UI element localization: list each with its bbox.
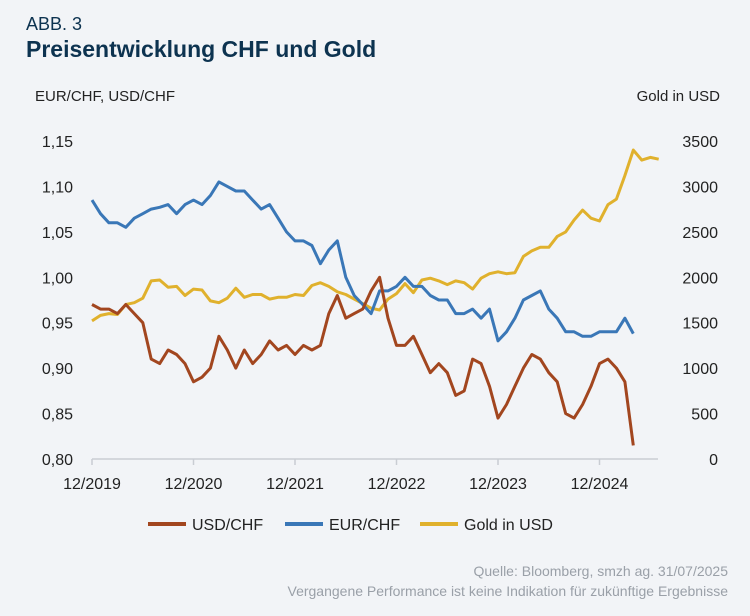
y-tick-left: 0,90	[42, 361, 73, 378]
y-tick-right: 1000	[682, 361, 718, 378]
source-note: Quelle: Bloomberg, smzh ag. 31/07/2025	[474, 563, 729, 579]
x-tick-label: 12/2019	[63, 476, 121, 493]
series-line-usd-chf	[91, 275, 635, 446]
y-tick-left: 1,00	[42, 270, 73, 287]
y-tick-right: 3500	[682, 134, 718, 151]
series-line-eur-chf	[90, 180, 635, 343]
legend-label: USD/CHF	[192, 517, 263, 534]
series-line-gold-in-usd	[91, 148, 660, 323]
x-tick-label: 12/2023	[469, 476, 527, 493]
x-tick-label: 12/2022	[368, 476, 426, 493]
figure-label: ABB. 3	[26, 14, 82, 34]
x-tick-label: 12/2021	[266, 476, 324, 493]
y-tick-left: 0,85	[42, 407, 73, 424]
y-tick-left: 1,15	[42, 134, 73, 151]
legend-label: Gold in USD	[464, 517, 553, 534]
x-tick-label: 12/2020	[165, 476, 223, 493]
legend: USD/CHF EUR/CHF Gold in USD	[148, 517, 553, 534]
y-tick-right: 0	[709, 452, 718, 469]
y-tick-right: 2000	[682, 270, 718, 287]
y-tick-left: 1,05	[42, 225, 73, 242]
legend-label: EUR/CHF	[329, 517, 400, 534]
y-axis-right-label: Gold in USD	[637, 88, 721, 105]
y-tick-right: 3000	[682, 179, 718, 196]
y-tick-right: 500	[691, 407, 718, 424]
y-tick-right: 1500	[682, 316, 718, 333]
x-tick-label: 12/2024	[571, 476, 629, 493]
y-tick-left: 1,10	[42, 179, 73, 196]
disclaimer-note: Vergangene Performance ist keine Indikat…	[288, 583, 729, 599]
y-axis-left-label: EUR/CHF, USD/CHF	[35, 88, 175, 105]
y-tick-left: 0,80	[42, 452, 73, 469]
page-title: Preisentwicklung CHF und Gold	[26, 36, 376, 62]
y-tick-right: 2500	[682, 225, 718, 242]
y-tick-left: 0,95	[42, 316, 73, 333]
